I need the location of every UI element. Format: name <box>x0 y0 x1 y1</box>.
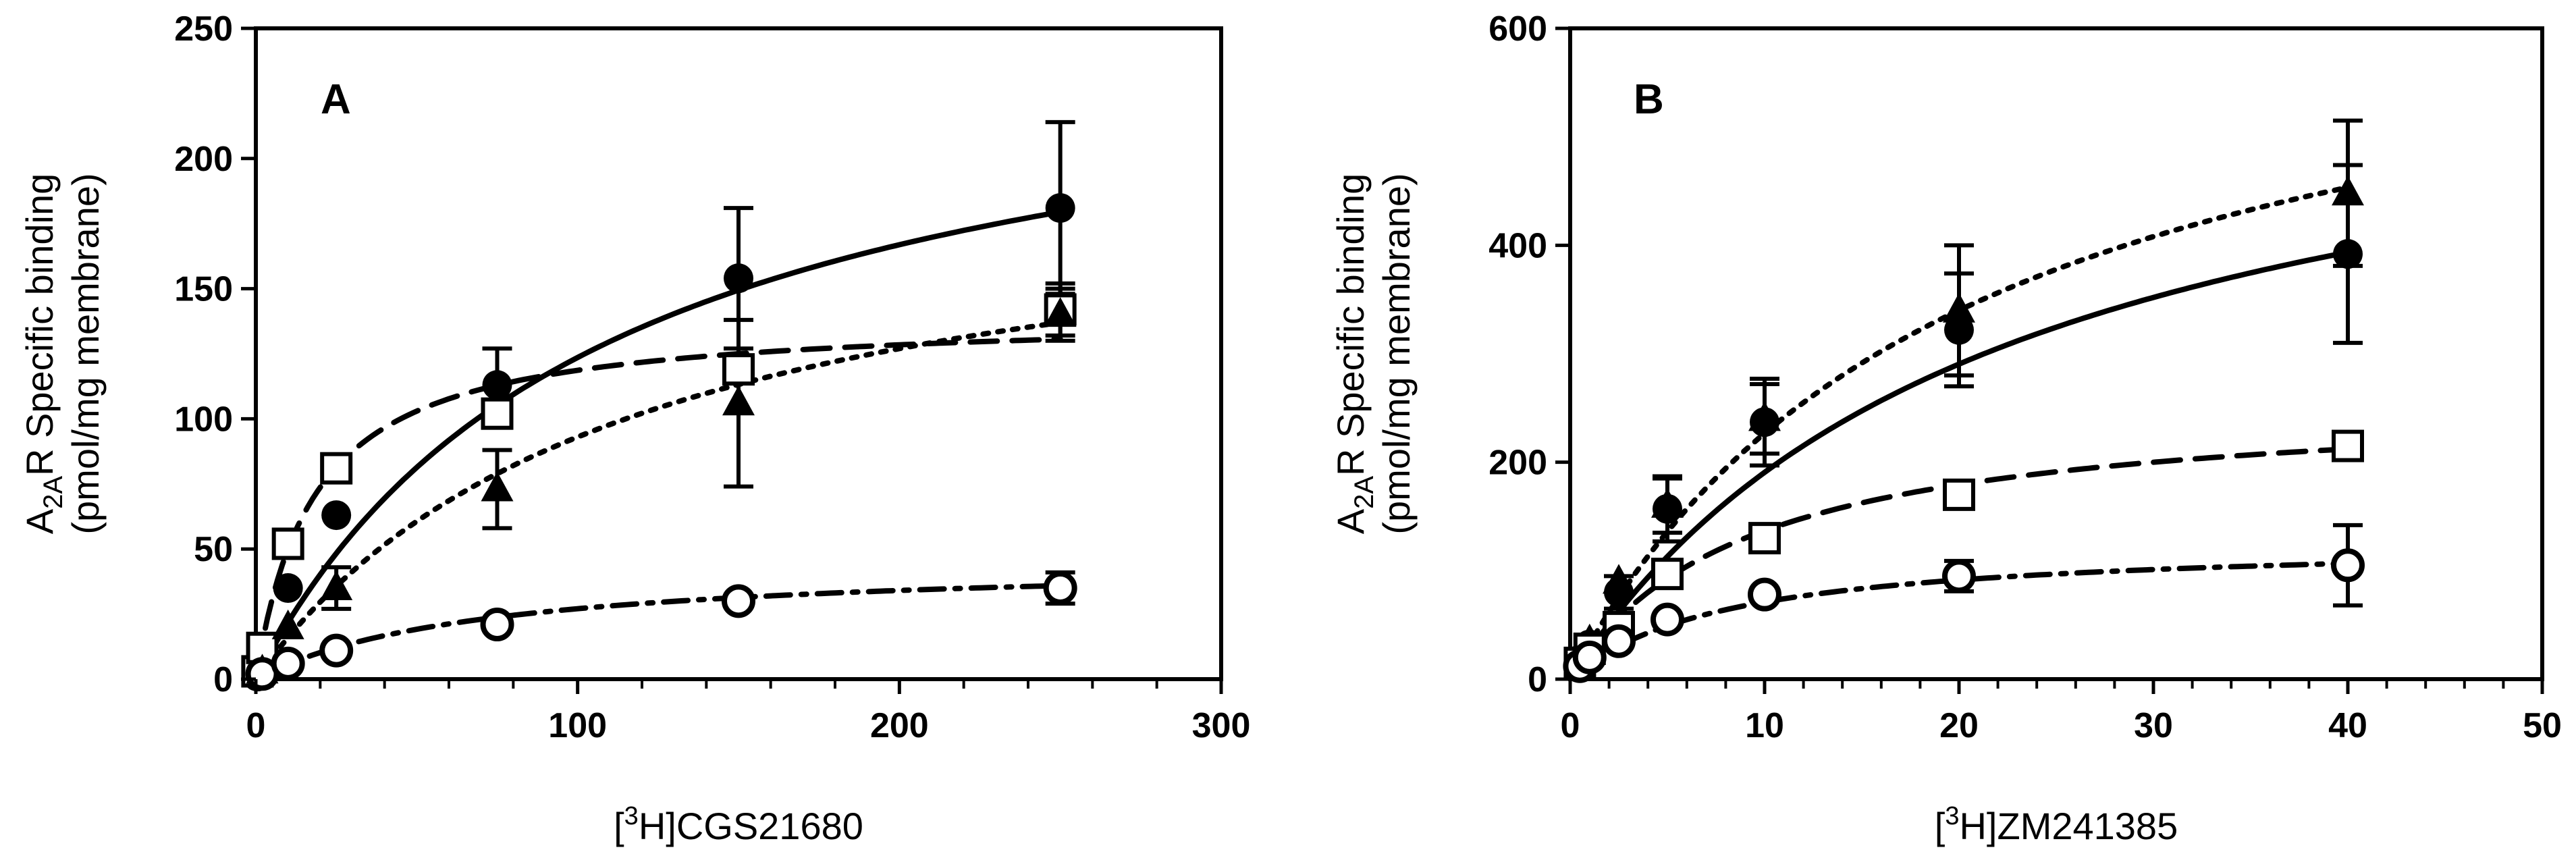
error-bars-b <box>1604 118 2363 611</box>
marker-filled-triangles-a <box>1044 297 1077 327</box>
marker-filled-triangles-a <box>481 471 514 502</box>
marker-open-circles-a <box>319 633 354 668</box>
svg-text:(pmol/mg membrane): (pmol/mg membrane) <box>64 173 107 534</box>
marker-open-squares-a <box>271 527 304 560</box>
plot-frame-b <box>1568 26 2544 681</box>
y-tick-label-a: 100 <box>174 400 233 439</box>
y-tick-label-b: 0 <box>1528 660 1547 699</box>
marker-open-circles-b <box>1602 624 1636 658</box>
data-markers-b <box>1563 176 2365 683</box>
y-tick-label-a: 50 <box>194 530 233 569</box>
data-markers-a <box>241 193 1077 692</box>
marker-open-squares-a <box>481 397 514 430</box>
y-tick-label-a: 150 <box>174 270 233 309</box>
fit-line-filled-triangles-a <box>259 319 1063 673</box>
x-tick-label-b: 40 <box>2328 706 2367 745</box>
marker-open-circles-a <box>1043 571 1077 606</box>
y-axis-label-b: A2AR Specific binding (pmol/mg membrane) <box>1329 173 1418 534</box>
y-tick-label-a: 250 <box>174 9 233 49</box>
x-tick-label-a: 0 <box>246 706 266 745</box>
marker-open-circles-b <box>1942 559 1976 593</box>
fit-curves-b <box>1577 184 2351 674</box>
marker-open-circles-b <box>1748 577 1781 612</box>
marker-filled-triangles-b <box>1603 564 1635 594</box>
panel-b: 0 10 20 30 40 50 0 200 400 600 B [3H]ZM241385 A2A… <box>1329 9 2562 847</box>
x-axis-label-a: [3H]CGS21680 <box>614 802 863 847</box>
marker-open-squares-a <box>722 353 755 386</box>
marker-open-squares-b <box>1748 522 1781 555</box>
marker-open-circles-b <box>1572 640 1607 674</box>
marker-filled-triangles-a <box>722 385 755 416</box>
y-tick-label-b: 200 <box>1488 444 1547 483</box>
x-tick-label-b: 10 <box>1745 706 1784 745</box>
y-tick-label-a: 200 <box>174 140 233 179</box>
marker-filled-triangles-b <box>1651 487 1684 518</box>
marker-filled-triangles-b <box>1748 401 1781 431</box>
marker-filled-circles-a <box>482 370 512 400</box>
axis-ticks-a: 0 100 200 300 0 50 100 150 200 250 <box>174 9 1250 745</box>
panel-a: 0 100 200 300 0 50 100 150 200 250 A [3H]CGS21680… <box>18 9 1250 847</box>
x-tick-label-b: 20 <box>1939 706 1979 745</box>
plot-frame-a <box>254 26 1223 681</box>
marker-filled-triangles-b <box>1943 292 1975 323</box>
marker-filled-circles-a <box>273 573 303 604</box>
fit-line-filled-circles-b <box>1577 249 2351 668</box>
marker-open-squares-b <box>2332 429 2364 462</box>
y-axis-label-a: A2AR Specific binding (pmol/mg membrane) <box>18 173 107 534</box>
marker-open-squares-b <box>1651 558 1684 591</box>
fit-line-filled-triangles-b <box>1577 184 2351 664</box>
y-tick-label-a: 0 <box>213 660 233 699</box>
marker-open-circles-a <box>722 584 755 618</box>
x-tick-label-b: 30 <box>2134 706 2173 745</box>
marker-filled-triangles-a <box>320 570 353 601</box>
panel-label-b: B <box>1634 76 1664 123</box>
x-tick-label-b: 50 <box>2523 706 2562 745</box>
svg-text:(pmol/mg membrane): (pmol/mg membrane) <box>1375 173 1418 534</box>
marker-open-squares-a <box>320 452 353 485</box>
svg-text:A2AR Specific binding: A2AR Specific binding <box>18 174 68 535</box>
marker-filled-triangles-a <box>271 609 304 639</box>
y-tick-label-b: 600 <box>1488 9 1547 49</box>
marker-open-circles-b <box>2331 548 2365 583</box>
x-axis-label-b: [3H]ZM241385 <box>1935 802 2178 847</box>
fit-line-open-circles-a <box>259 583 1063 679</box>
marker-open-circles-a <box>480 608 514 642</box>
x-tick-label-a: 100 <box>548 706 607 745</box>
marker-open-circles-a <box>271 646 305 680</box>
panel-label-a: A <box>321 76 351 123</box>
marker-filled-circles-b <box>2333 239 2363 269</box>
axis-ticks-b: 0 10 20 30 40 50 0 200 400 600 <box>1488 9 2562 745</box>
fit-line-filled-circles-a <box>254 209 1063 679</box>
marker-filled-circles-a <box>321 500 352 531</box>
marker-open-circles-b <box>1651 602 1684 637</box>
error-bars-a <box>321 119 1075 611</box>
x-tick-label-a: 200 <box>870 706 929 745</box>
svg-text:A2AR Specific binding: A2AR Specific binding <box>1329 174 1379 535</box>
marker-filled-circles-a <box>724 263 753 294</box>
x-tick-label-a: 300 <box>1192 706 1251 745</box>
marker-open-squares-b <box>1943 478 1975 511</box>
fit-curves-a <box>254 209 1063 679</box>
marker-filled-triangles-b <box>2332 176 2364 206</box>
x-tick-label-b: 0 <box>1561 706 1580 745</box>
marker-filled-circles-a <box>1045 193 1075 223</box>
y-tick-label-b: 400 <box>1488 226 1547 265</box>
